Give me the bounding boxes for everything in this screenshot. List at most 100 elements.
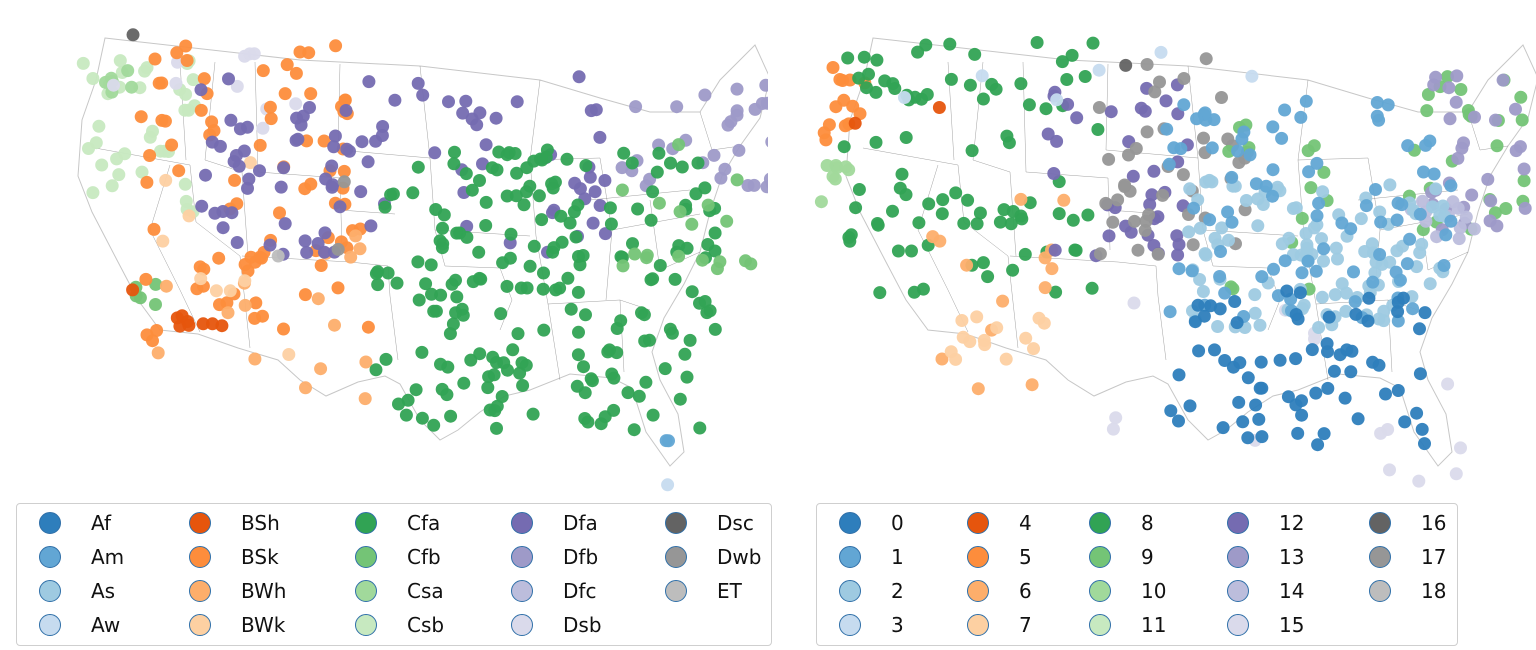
station-point [662,434,675,448]
station-point [1437,259,1451,272]
station-point [1006,263,1020,277]
station-point [273,206,286,220]
station-point [1383,178,1397,192]
station-points [814,36,1532,488]
station-point [1465,188,1479,202]
station-point [652,146,666,160]
legend-item: 7 [967,610,1032,640]
legend-item: 10 [1089,576,1166,606]
legend-swatch [511,546,533,568]
station-point [1328,288,1342,302]
legend-label: 17 [1421,545,1447,569]
station-point [170,46,184,60]
station-point [516,379,530,392]
station-point [631,202,645,216]
station-point [1203,213,1217,227]
station-point [121,64,135,78]
station-point [450,226,464,240]
station-point [440,388,454,402]
station-point [282,348,296,361]
station-point [206,317,219,331]
station-point [670,100,684,114]
station-point [1278,103,1292,117]
station-point [532,189,546,203]
station-point [293,45,307,59]
station-point [672,239,686,253]
station-point [893,181,907,195]
legend-label: 7 [1019,613,1032,637]
station-point [1241,431,1255,445]
koppen-legend: Af Am As Aw BSh BSk BWh BWk Cfa Cfb Csa Csb Dfa Dfb Df… [16,503,772,646]
station-point [1449,95,1463,109]
station-point [1439,228,1453,242]
station-point [1311,438,1325,452]
station-point [1213,270,1227,283]
station-point [238,298,252,312]
station-point [833,73,847,86]
station-point [970,217,984,231]
station-point [1205,141,1219,155]
station-point [230,79,244,93]
station-point [1124,225,1138,239]
legend-label: Cfb [407,545,441,569]
station-point [579,159,593,172]
station-point [126,28,140,42]
station-point [1415,422,1429,436]
legend-swatch [1089,580,1111,602]
station-point [510,166,524,180]
station-point [248,311,262,325]
legend-label: Cfa [407,511,441,535]
station-point [487,368,501,382]
station-point [179,87,193,101]
legend-label: 6 [1019,579,1032,603]
legend-swatch [839,580,861,602]
station-point [1225,170,1239,184]
station-point [1442,81,1456,95]
station-point [86,72,100,85]
station-point [510,95,524,109]
legend-label: Csb [407,613,445,637]
legend-item: Cfa [355,508,440,538]
station-point [195,199,209,213]
station-point [1162,157,1176,171]
legend-item: 14 [1227,576,1304,606]
station-point [1208,343,1221,357]
station-point [337,164,351,178]
station-point [1490,139,1504,153]
station-point [473,174,486,187]
station-point [1048,243,1062,257]
station-point [289,66,303,80]
station-point [1509,144,1523,158]
station-point [943,37,957,51]
station-point [1109,411,1123,425]
station-point [289,97,303,111]
station-point [1002,136,1016,150]
station-point [1030,36,1044,49]
legend-swatch [1227,546,1249,568]
station-point [139,272,153,286]
station-point [148,52,162,66]
station-point [223,284,237,298]
station-point [1366,275,1380,289]
station-point [196,317,210,331]
station-point [1452,232,1466,246]
station-point [1022,98,1036,112]
station-point [693,296,706,310]
station-point [976,92,990,106]
station-point [1317,427,1331,441]
station-point [1351,412,1365,426]
station-point [621,386,635,400]
station-point [652,196,666,210]
station-point [415,345,429,359]
station-point [1354,212,1368,226]
legend-item: 4 [967,508,1032,538]
station-point [537,266,550,280]
station-point [1196,285,1210,298]
station-point [1151,247,1165,261]
station-point [936,193,950,207]
station-point [1291,312,1305,326]
station-point [1436,199,1450,213]
station-point [871,217,884,230]
station-point [1237,125,1251,139]
legend-label: ET [717,579,742,603]
